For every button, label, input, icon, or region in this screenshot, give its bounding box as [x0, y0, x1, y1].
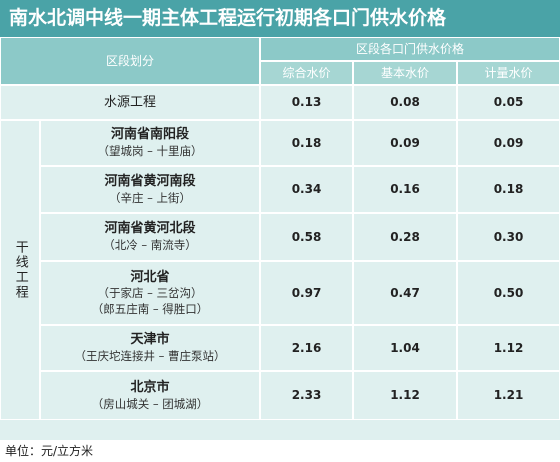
segment-route: （于家店 – 三岔沟） [97, 286, 203, 301]
segment-total: 0.34 [260, 166, 353, 213]
segment-name: 天津市 [130, 332, 170, 348]
segment-route-secondary: （郎五庄南 – 得胜口） [91, 301, 209, 316]
segment-cell: 河南省南阳段 （望城岗 – 十里庙） [40, 120, 260, 166]
segment-metered: 1.12 [457, 325, 560, 371]
segment-route: （望城岗 – 十里庙） [97, 144, 203, 159]
water-source-total: 0.13 [260, 85, 353, 120]
price-group-header: 区段各口门供水价格 [260, 37, 560, 61]
col-total-header: 综合水价 [260, 61, 353, 85]
segment-cell: 河北省 （于家店 – 三岔沟） （郎五庄南 – 得胜口） [40, 261, 260, 325]
segment-metered: 0.30 [457, 213, 560, 261]
segment-basic: 0.09 [353, 120, 457, 166]
segment-cell: 北京市 （房山城关 – 团城湖） [40, 371, 260, 420]
segment-metered: 1.21 [457, 371, 560, 420]
unit-note: 单位：元/立方米 [5, 444, 94, 458]
water-source-metered: 0.05 [457, 85, 560, 120]
trunk-label-cell: 干线工程 [0, 120, 40, 420]
segment-metered: 0.18 [457, 166, 560, 213]
segment-cell: 河南省黄河南段 （辛庄 – 上街） [40, 166, 260, 213]
segment-basic: 0.28 [353, 213, 457, 261]
segment-basic: 1.04 [353, 325, 457, 371]
segment-total: 0.58 [260, 213, 353, 261]
col-basic-header: 基本水价 [353, 61, 457, 85]
segment-name: 河南省南阳段 [110, 127, 189, 143]
segment-total: 2.16 [260, 325, 353, 371]
segment-total: 0.18 [260, 120, 353, 166]
trunk-label: 干线工程 [12, 240, 28, 300]
segment-cell: 河南省黄河北段 （北冷 – 南流寺） [40, 213, 260, 261]
segment-basic: 0.16 [353, 166, 457, 213]
section-header: 区段划分 [0, 37, 260, 85]
segment-metered: 0.09 [457, 120, 560, 166]
segment-route: （王庆坨连接井 – 曹庄泵站） [74, 349, 226, 364]
water-source-basic: 0.08 [353, 85, 457, 120]
col-metered-header: 计量水价 [457, 61, 560, 85]
segment-route: （房山城关 – 团城湖） [91, 396, 209, 411]
page-title: 南水北调中线一期主体工程运行初期各口门供水价格 [0, 0, 560, 37]
segment-total: 0.97 [260, 261, 353, 325]
segment-route: （辛庄 – 上街） [108, 190, 192, 205]
segment-basic: 1.12 [353, 371, 457, 420]
segment-name: 河南省黄河北段 [104, 221, 196, 237]
segment-name: 河北省 [130, 269, 170, 285]
segment-cell: 天津市 （王庆坨连接井 – 曹庄泵站） [40, 325, 260, 371]
segment-name: 北京市 [130, 379, 170, 395]
water-source-label: 水源工程 [0, 85, 260, 120]
segment-total: 2.33 [260, 371, 353, 420]
segment-metered: 0.50 [457, 261, 560, 325]
price-table: 区段划分 区段各口门供水价格 综合水价 基本水价 计量水价 水源工程 0.13 … [0, 37, 560, 440]
segment-route: （北冷 – 南流寺） [103, 238, 197, 253]
segment-name: 河南省黄河南段 [104, 173, 196, 189]
segment-basic: 0.47 [353, 261, 457, 325]
